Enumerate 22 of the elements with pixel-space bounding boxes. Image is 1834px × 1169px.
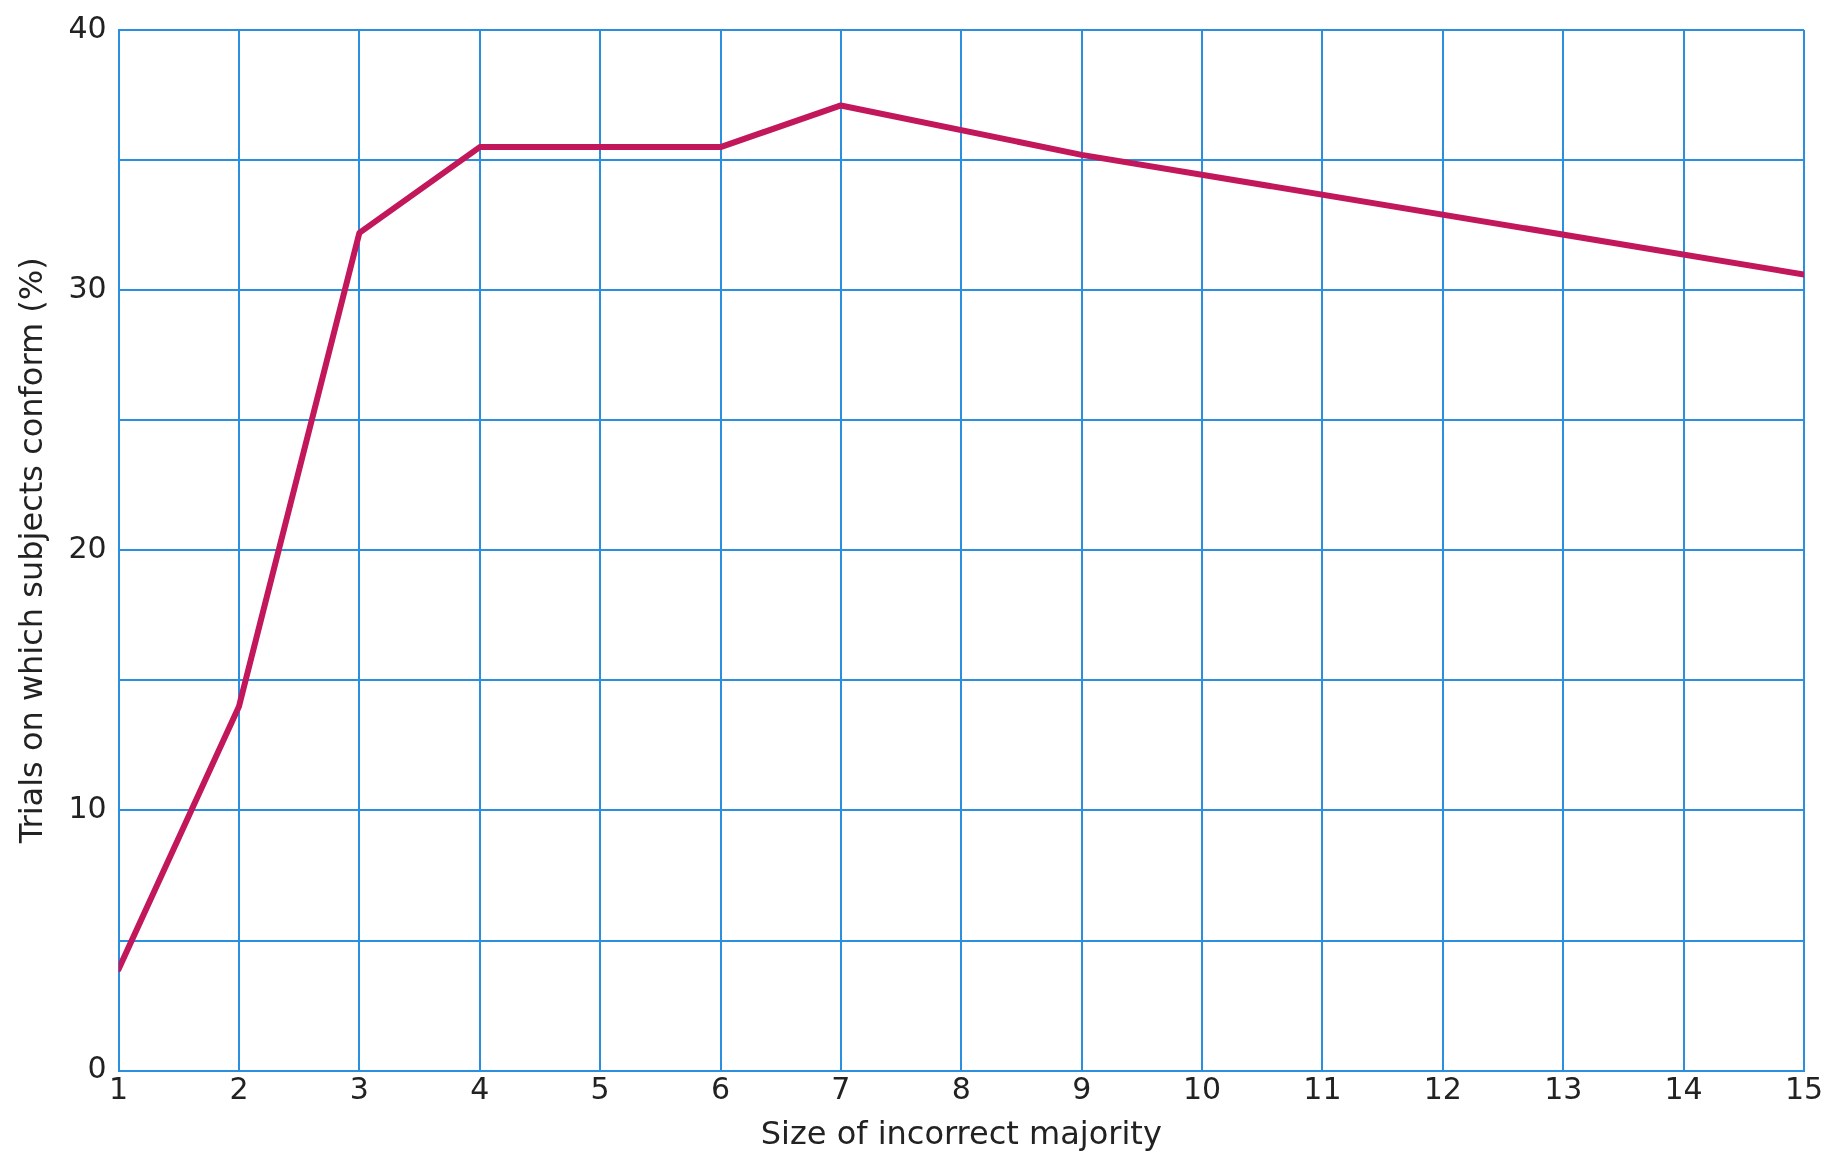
x-tick-label: 7 bbox=[831, 1071, 851, 1107]
y-tick-label: 20 bbox=[68, 530, 107, 566]
x-tick-label: 13 bbox=[1544, 1071, 1583, 1107]
x-tick-label: 15 bbox=[1784, 1071, 1824, 1107]
y-axis-title: Trials on which subjects conform (%) bbox=[11, 257, 50, 845]
y-tick-label: 40 bbox=[68, 9, 107, 45]
x-tick-label: 12 bbox=[1423, 1071, 1462, 1107]
x-tick-label: 2 bbox=[229, 1071, 249, 1107]
x-tick-label: 11 bbox=[1303, 1071, 1342, 1107]
x-tick-label: 8 bbox=[951, 1071, 971, 1107]
y-tick-label: 0 bbox=[87, 1050, 107, 1086]
y-tick-label: 30 bbox=[68, 269, 107, 305]
x-tick-label: 14 bbox=[1664, 1071, 1703, 1107]
x-tick-label: 6 bbox=[710, 1071, 731, 1107]
x-tick-label: 10 bbox=[1182, 1071, 1222, 1107]
y-tick-label: 10 bbox=[68, 790, 107, 826]
x-tick-label: 4 bbox=[470, 1071, 490, 1107]
x-tick-label: 5 bbox=[590, 1071, 610, 1107]
x-tick-label: 1 bbox=[109, 1071, 129, 1107]
x-axis-title: Size of incorrect majority bbox=[760, 1114, 1162, 1153]
x-tick-label: 3 bbox=[349, 1071, 369, 1107]
x-tick-label: 9 bbox=[1072, 1071, 1092, 1107]
